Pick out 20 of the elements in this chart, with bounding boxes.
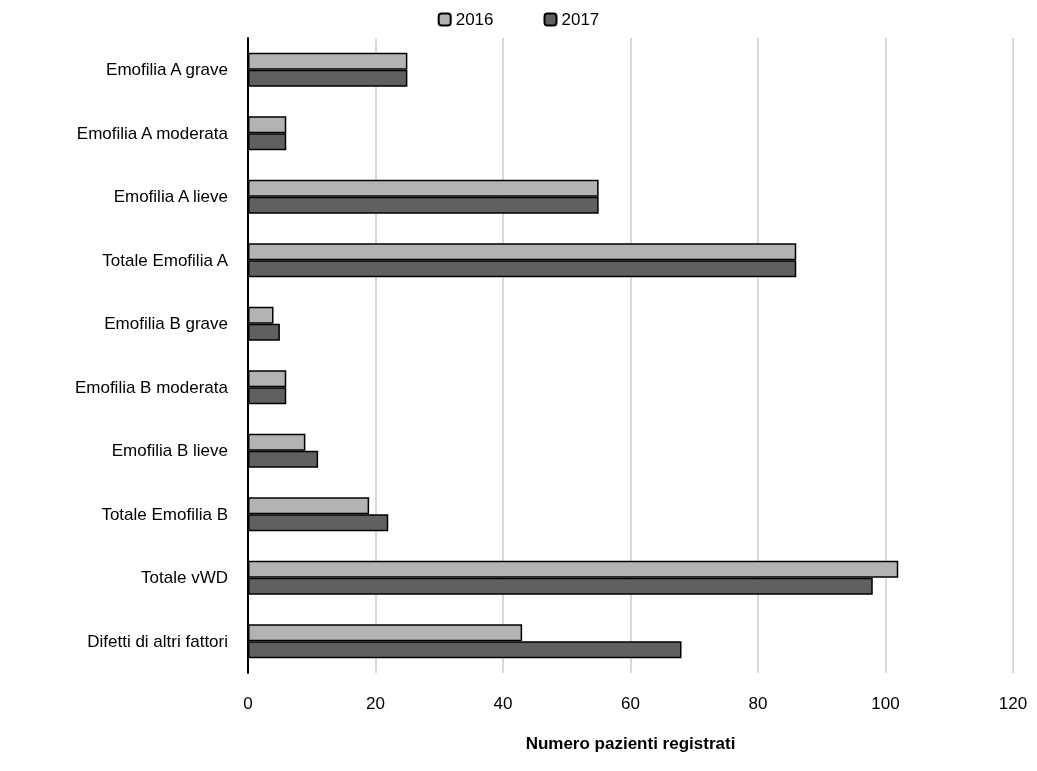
x-tick-label: 60: [621, 694, 640, 713]
y-tick-label: Totale vWD: [141, 568, 228, 588]
y-tick-label: Emofilia A moderata: [76, 123, 229, 143]
y-tick-label: Emofilia B grave: [104, 314, 228, 334]
x-tick-label: 0: [243, 694, 253, 713]
y-tick-label: Emofilia B moderata: [74, 377, 229, 397]
x-tick-label: 40: [493, 694, 513, 713]
x-tick-label: 80: [748, 694, 768, 713]
y-tick-label: Emofilia A grave: [106, 60, 228, 80]
x-axis-title: Numero pazienti registrati: [525, 734, 736, 753]
y-tick-label: Totale Emofilia A: [102, 250, 229, 270]
y-tick-label: Totale Emofilia B: [101, 504, 228, 524]
y-tick-label: Emofilia A lieve: [113, 187, 228, 207]
x-tick-label: 20: [366, 694, 385, 713]
legend-label: 2016: [455, 10, 494, 29]
x-tick-label: 120: [998, 694, 1028, 713]
y-tick-label: Difetti di altri fattori: [87, 631, 228, 651]
y-tick-label: Emofilia B lieve: [111, 441, 228, 461]
x-tick-label: 100: [871, 694, 900, 713]
legend-label: 2017: [561, 10, 600, 29]
